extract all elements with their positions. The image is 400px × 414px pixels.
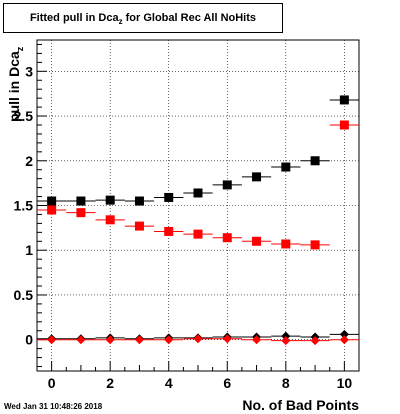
data-point-diamond xyxy=(76,335,86,345)
data-point-square xyxy=(222,233,232,243)
data-point-square xyxy=(134,196,144,206)
timestamp: Wed Jan 31 10:48:26 2018 xyxy=(4,402,103,411)
data-point-diamond xyxy=(164,335,174,345)
data-point-square xyxy=(47,205,57,215)
y-tick-label: 2.5 xyxy=(14,108,34,124)
x-tick-label: 8 xyxy=(282,375,290,391)
title-main: Fitted pull in Dca xyxy=(29,12,119,24)
data-point-square xyxy=(281,162,291,172)
data-point-square xyxy=(339,95,349,105)
data-point-square xyxy=(164,226,174,236)
data-layer xyxy=(37,95,359,346)
x-tick-label: 10 xyxy=(337,375,353,391)
data-point-square xyxy=(105,195,115,205)
y-tick-label: 1 xyxy=(25,242,33,258)
data-point-square xyxy=(76,196,86,206)
data-point-square xyxy=(281,239,291,249)
data-point-diamond xyxy=(105,335,115,345)
data-point-square xyxy=(252,172,262,182)
data-point-square xyxy=(193,229,203,239)
x-tick-label: 4 xyxy=(165,375,173,391)
chart-title: Fitted pull in Dcaz for Global Rec All N… xyxy=(4,12,282,26)
x-tick-label: 2 xyxy=(106,375,114,391)
data-point-square xyxy=(134,221,144,231)
data-point-square xyxy=(252,236,262,246)
data-point-square xyxy=(47,196,57,206)
title-subscript: z xyxy=(118,17,123,27)
data-point-square xyxy=(339,120,349,130)
y-tick-label: 0.5 xyxy=(14,287,34,303)
chart-title-box: Fitted pull in Dcaz for Global Rec All N… xyxy=(3,3,283,33)
data-point-diamond xyxy=(47,335,57,345)
y-axis-title-subscript: z xyxy=(15,46,25,51)
data-point-diamond xyxy=(222,334,232,344)
data-point-square xyxy=(310,240,320,250)
x-tick-label: 6 xyxy=(223,375,231,391)
data-point-diamond xyxy=(281,336,291,346)
data-point-diamond xyxy=(252,335,262,345)
data-point-square xyxy=(164,192,174,202)
y-tick-label: 1.5 xyxy=(14,198,34,214)
y-axis-title: pull in Dcaz xyxy=(6,46,25,122)
data-point-diamond xyxy=(339,335,349,345)
tick-layer: 0 2 4 6 8 10 0 0.5 1 1.5 2 2.5 3 xyxy=(14,43,360,391)
data-point-square xyxy=(193,188,203,198)
data-point-diamond xyxy=(134,335,144,345)
y-tick-label: 0 xyxy=(25,332,33,348)
x-axis-title: No. of Bad Points xyxy=(242,397,359,413)
data-point-square xyxy=(76,208,86,218)
data-point-square xyxy=(310,156,320,166)
y-tick-label: 3 xyxy=(25,63,33,79)
y-tick-label: 2 xyxy=(25,153,33,169)
data-point-diamond xyxy=(339,329,349,339)
y-axis-title-main: pull in Dca xyxy=(6,51,22,122)
data-point-diamond xyxy=(193,334,203,344)
title-rest: for Global Rec All NoHits xyxy=(122,12,257,24)
data-point-square xyxy=(105,215,115,225)
x-tick-label: 0 xyxy=(48,375,56,391)
data-point-diamond xyxy=(310,336,320,346)
data-point-square xyxy=(222,180,232,190)
